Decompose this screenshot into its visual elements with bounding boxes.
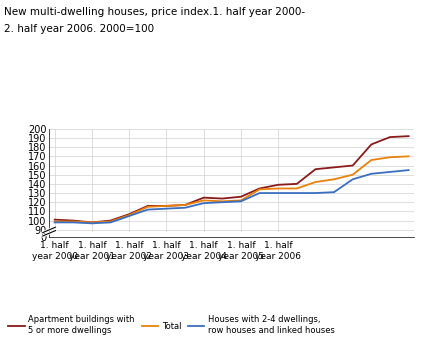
Text: 2. half year 2006. 2000=100: 2. half year 2006. 2000=100: [4, 24, 154, 34]
Apartment buildings with
5 or more dwellings: [238, 195, 243, 199]
Apartment buildings with
5 or more dwellings: [108, 219, 113, 223]
Total: [312, 180, 317, 184]
Houses with 2-4 dwellings,
row houses and linked houses: [182, 206, 187, 210]
Line: Houses with 2-4 dwellings,
row houses and linked houses: Houses with 2-4 dwellings, row houses an…: [55, 170, 408, 223]
Houses with 2-4 dwellings,
row houses and linked houses: [164, 206, 169, 211]
Houses with 2-4 dwellings,
row houses and linked houses: [275, 191, 280, 195]
Apartment buildings with
5 or more dwellings: [164, 204, 169, 208]
Apartment buildings with
5 or more dwellings: [145, 204, 150, 208]
Apartment buildings with
5 or more dwellings: [349, 163, 354, 167]
Apartment buildings with
5 or more dwellings: [71, 219, 76, 223]
Total: [256, 187, 262, 192]
Apartment buildings with
5 or more dwellings: [331, 165, 336, 170]
Total: [238, 198, 243, 202]
Total: [52, 219, 57, 223]
Houses with 2-4 dwellings,
row houses and linked houses: [256, 191, 262, 195]
Apartment buildings with
5 or more dwellings: [368, 142, 373, 146]
Apartment buildings with
5 or more dwellings: [219, 197, 225, 201]
Apartment buildings with
5 or more dwellings: [182, 203, 187, 207]
Apartment buildings with
5 or more dwellings: [52, 218, 57, 222]
Apartment buildings with
5 or more dwellings: [405, 134, 410, 138]
Houses with 2-4 dwellings,
row houses and linked houses: [331, 190, 336, 194]
Apartment buildings with
5 or more dwellings: [312, 167, 317, 171]
Houses with 2-4 dwellings,
row houses and linked houses: [238, 199, 243, 203]
Total: [368, 158, 373, 162]
Houses with 2-4 dwellings,
row houses and linked houses: [108, 220, 113, 224]
Houses with 2-4 dwellings,
row houses and linked houses: [71, 220, 76, 224]
Text: New multi-dwelling houses, price index.1. half year 2000-: New multi-dwelling houses, price index.1…: [4, 7, 305, 17]
Total: [71, 219, 76, 223]
Total: [386, 155, 391, 159]
Legend: Apartment buildings with
5 or more dwellings, Total, Houses with 2-4 dwellings,
: Apartment buildings with 5 or more dwell…: [9, 315, 334, 335]
Total: [164, 204, 169, 208]
Total: [145, 205, 150, 209]
Houses with 2-4 dwellings,
row houses and linked houses: [349, 177, 354, 181]
Houses with 2-4 dwellings,
row houses and linked houses: [294, 191, 299, 195]
Houses with 2-4 dwellings,
row houses and linked houses: [386, 170, 391, 174]
Total: [331, 177, 336, 181]
Total: [349, 173, 354, 177]
Houses with 2-4 dwellings,
row houses and linked houses: [127, 214, 132, 218]
Apartment buildings with
5 or more dwellings: [386, 135, 391, 139]
Houses with 2-4 dwellings,
row houses and linked houses: [201, 201, 206, 205]
Total: [294, 186, 299, 191]
Total: [127, 213, 132, 217]
Houses with 2-4 dwellings,
row houses and linked houses: [89, 221, 94, 225]
Apartment buildings with
5 or more dwellings: [127, 212, 132, 216]
Houses with 2-4 dwellings,
row houses and linked houses: [368, 172, 373, 176]
Houses with 2-4 dwellings,
row houses and linked houses: [312, 191, 317, 195]
Total: [275, 186, 280, 191]
Apartment buildings with
5 or more dwellings: [89, 220, 94, 224]
Apartment buildings with
5 or more dwellings: [294, 182, 299, 186]
Apartment buildings with
5 or more dwellings: [256, 186, 262, 191]
Houses with 2-4 dwellings,
row houses and linked houses: [405, 168, 410, 172]
Total: [89, 220, 94, 224]
Houses with 2-4 dwellings,
row houses and linked houses: [52, 220, 57, 224]
Houses with 2-4 dwellings,
row houses and linked houses: [219, 200, 225, 204]
Line: Total: Total: [55, 156, 408, 222]
Line: Apartment buildings with
5 or more dwellings: Apartment buildings with 5 or more dwell…: [55, 136, 408, 222]
Total: [219, 199, 225, 203]
Apartment buildings with
5 or more dwellings: [201, 196, 206, 200]
Total: [405, 154, 410, 158]
Total: [108, 219, 113, 223]
Total: [182, 203, 187, 207]
Apartment buildings with
5 or more dwellings: [275, 183, 280, 187]
Total: [201, 198, 206, 202]
Houses with 2-4 dwellings,
row houses and linked houses: [145, 207, 150, 212]
